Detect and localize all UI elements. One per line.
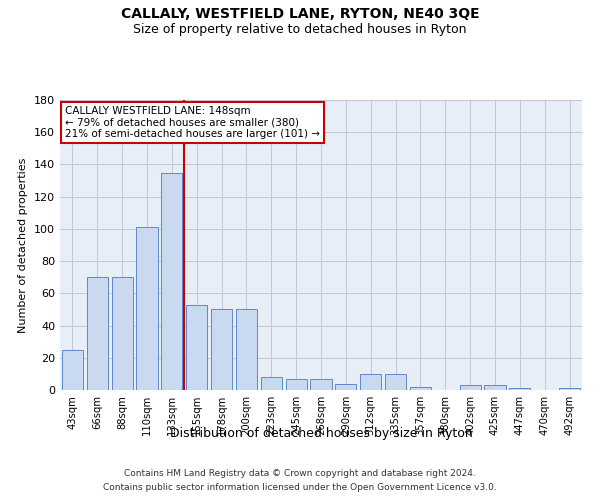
Y-axis label: Number of detached properties: Number of detached properties	[19, 158, 28, 332]
Bar	[236, 310, 257, 390]
Text: Size of property relative to detached houses in Ryton: Size of property relative to detached ho…	[133, 22, 467, 36]
Bar	[186, 304, 207, 390]
Bar	[136, 228, 158, 390]
Bar	[310, 378, 332, 390]
Bar	[385, 374, 406, 390]
Text: CALLALY, WESTFIELD LANE, RYTON, NE40 3QE: CALLALY, WESTFIELD LANE, RYTON, NE40 3QE	[121, 8, 479, 22]
Bar	[261, 377, 282, 390]
Bar	[410, 387, 431, 390]
Bar	[161, 172, 182, 390]
Bar	[335, 384, 356, 390]
Bar	[62, 350, 83, 390]
Bar	[112, 277, 133, 390]
Bar	[286, 378, 307, 390]
Bar	[211, 310, 232, 390]
Text: Contains HM Land Registry data © Crown copyright and database right 2024.: Contains HM Land Registry data © Crown c…	[124, 468, 476, 477]
Text: Contains public sector information licensed under the Open Government Licence v3: Contains public sector information licen…	[103, 484, 497, 492]
Bar	[87, 277, 108, 390]
Bar	[509, 388, 530, 390]
Bar	[484, 385, 506, 390]
Text: Distribution of detached houses by size in Ryton: Distribution of detached houses by size …	[170, 428, 472, 440]
Bar	[460, 385, 481, 390]
Text: CALLALY WESTFIELD LANE: 148sqm
← 79% of detached houses are smaller (380)
21% of: CALLALY WESTFIELD LANE: 148sqm ← 79% of …	[65, 106, 320, 139]
Bar	[559, 388, 580, 390]
Bar	[360, 374, 381, 390]
